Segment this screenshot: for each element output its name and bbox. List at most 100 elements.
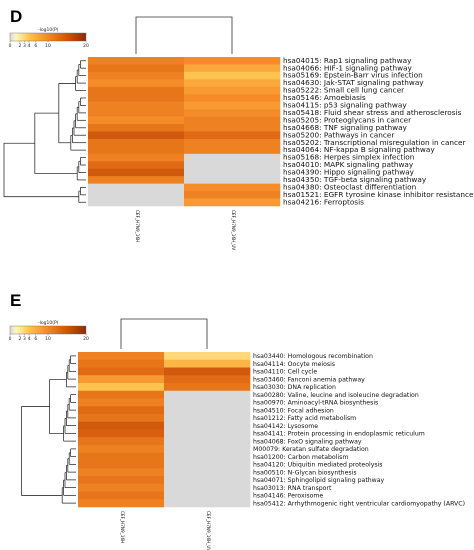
legend-tick-label: 10 [45, 43, 51, 49]
heatmap-cell [78, 429, 165, 438]
heatmap-cell [78, 375, 165, 384]
legend-title: -log10(P) [38, 320, 59, 326]
column-label: CEF_H7N9_16H [135, 210, 140, 242]
heatmap-cell [164, 375, 251, 384]
heatmap-cell [164, 491, 251, 500]
row-label: hsa00280: Valine, leucine and isoleucine… [253, 392, 419, 399]
heatmap-cell [88, 191, 185, 199]
legend-tick-label: 6 [34, 43, 37, 49]
heatmap-cell [184, 109, 281, 117]
heatmap-cell [88, 131, 185, 140]
row-label: hsa04510: Focal adhesion [253, 407, 334, 414]
row-label: hsa05205: Proteoglycans in cancer [283, 115, 411, 124]
row-label: hsa01521: EGFR tyrosine kinase inhibitor… [283, 190, 474, 199]
heatmap-cell [164, 429, 251, 438]
heatmap-cell [164, 452, 251, 461]
heatmap-cell [184, 198, 281, 207]
row-label: hsa04110: Cell cycle [253, 369, 317, 376]
row-label: hsa04064: NF-kappa B signaling pathway [283, 145, 435, 154]
row-label: hsa04668: TNF signaling pathway [283, 123, 408, 132]
heatmap-cell [78, 359, 165, 368]
heatmap-cell [88, 79, 185, 88]
row-label: hsa04071: Sphingolipid signaling pathway [253, 477, 385, 484]
heatmap-cell [78, 468, 165, 477]
heatmap-cell [164, 367, 251, 376]
heatmap-cell [78, 352, 165, 361]
row-label: hsa01212: Fatty acid metabolism [253, 415, 356, 422]
heatmap-cell [88, 101, 185, 110]
heatmap-cell [184, 94, 281, 102]
heatmap-cell [164, 468, 251, 477]
legend-tick-label: 20 [83, 43, 89, 49]
heatmap-cell [78, 437, 165, 446]
heatmap-cell [184, 191, 281, 199]
color-legend: -log10(P) 0 2 3 4 6 10 20 [9, 27, 89, 49]
heatmap-cell [184, 183, 281, 192]
heatmap-cell [184, 101, 281, 110]
legend-tick-label: 0 [9, 43, 12, 49]
heatmap-cell [184, 161, 281, 170]
heatmap-cell [164, 499, 251, 508]
heatmap-cell [164, 390, 251, 399]
heatmap-cell [184, 131, 281, 140]
heatmap-cell [184, 79, 281, 88]
row-label: hsa04068: FoxO signaling pathway [253, 438, 362, 445]
legend-title: -log10(P) [38, 27, 59, 33]
row-label: hsa04350: TGF-beta signaling pathway [283, 175, 427, 184]
heatmap-cell [78, 445, 165, 454]
legend-tick-label: 4 [28, 336, 31, 342]
row-label: hsa04066: HIF-1 signaling pathway [283, 63, 413, 72]
legend-colorbar [9, 325, 87, 335]
heatmap-cell [78, 383, 165, 392]
heatmap-cell [78, 483, 165, 492]
heatmap-cell [184, 168, 281, 177]
row-label: hsa05169: Epstein-Barr virus infection [283, 71, 423, 80]
heatmap-panel-d: D -log10(P) 0 2 3 4 6 10 20 hsa04015: Rap1 signal… [3, 7, 474, 250]
heatmap-cell [184, 146, 281, 155]
row-label: hsa03013: RNA transport [253, 485, 332, 492]
heatmap-cell [164, 483, 251, 492]
legend-tick-label: 10 [45, 336, 51, 342]
row-label: hsa00970: Aminoacyl-tRNA biosynthesis [253, 400, 378, 407]
legend-tick-label: 2 [18, 336, 21, 342]
heatmap-cell [78, 390, 165, 399]
heatmap-cell [88, 198, 185, 207]
row-label: hsa05146: Amoebiasis [283, 93, 366, 102]
row-label: hsa03460: Fanconi anemia pathway [253, 376, 365, 383]
heatmap-cell [184, 116, 281, 125]
row-label: hsa05168: Herpes simplex infection [283, 153, 414, 162]
row-label: hsa04015: Rap1 signaling pathway [283, 56, 412, 65]
heatmap-panel-e: E -log10(P) 0 2 3 4 6 10 20 hsa03440: Homologous … [9, 291, 465, 550]
heatmap-cell [78, 452, 165, 461]
heatmap-cell [164, 437, 251, 446]
heatmap-cell [88, 153, 185, 162]
legend-tick-label: 3 [23, 336, 26, 342]
heatmap-cell [184, 64, 281, 73]
column-dendrogram [120, 318, 208, 349]
column-label: CEF_H7N9_16H_UV [231, 210, 236, 250]
heatmap-cell [88, 124, 185, 132]
heatmap-cell [184, 71, 281, 80]
heatmap-cell [164, 421, 251, 430]
heatmap-cell [88, 146, 185, 155]
heatmap-cell [88, 176, 185, 184]
row-label: hsa04142: Lysosome [253, 423, 318, 430]
row-label: hsa04216: Ferroptosis [283, 197, 364, 206]
column-dendrogram [135, 16, 233, 54]
heatmap-cell [164, 445, 251, 454]
row-label: hsa00510: N-Glycan biosynthesis [253, 469, 357, 476]
heatmap-cell [164, 460, 251, 469]
heatmap-cell [88, 138, 185, 147]
heatmap-cell [184, 57, 281, 65]
legend-tick-label: 2 [18, 43, 21, 49]
heatmap-cell [88, 161, 185, 170]
heatmap-cell [88, 57, 185, 65]
heatmap-cell [88, 183, 185, 192]
heatmap-cell [88, 71, 185, 80]
row-label: hsa04115: p53 signaling pathway [283, 101, 407, 110]
heatmap-cell [88, 64, 185, 73]
legend-tick-label: 20 [83, 336, 89, 342]
row-dendrogram [21, 355, 76, 504]
heatmap-cell [184, 176, 281, 184]
row-label: hsa05412: Arrhythmogenic right ventricul… [253, 500, 465, 507]
